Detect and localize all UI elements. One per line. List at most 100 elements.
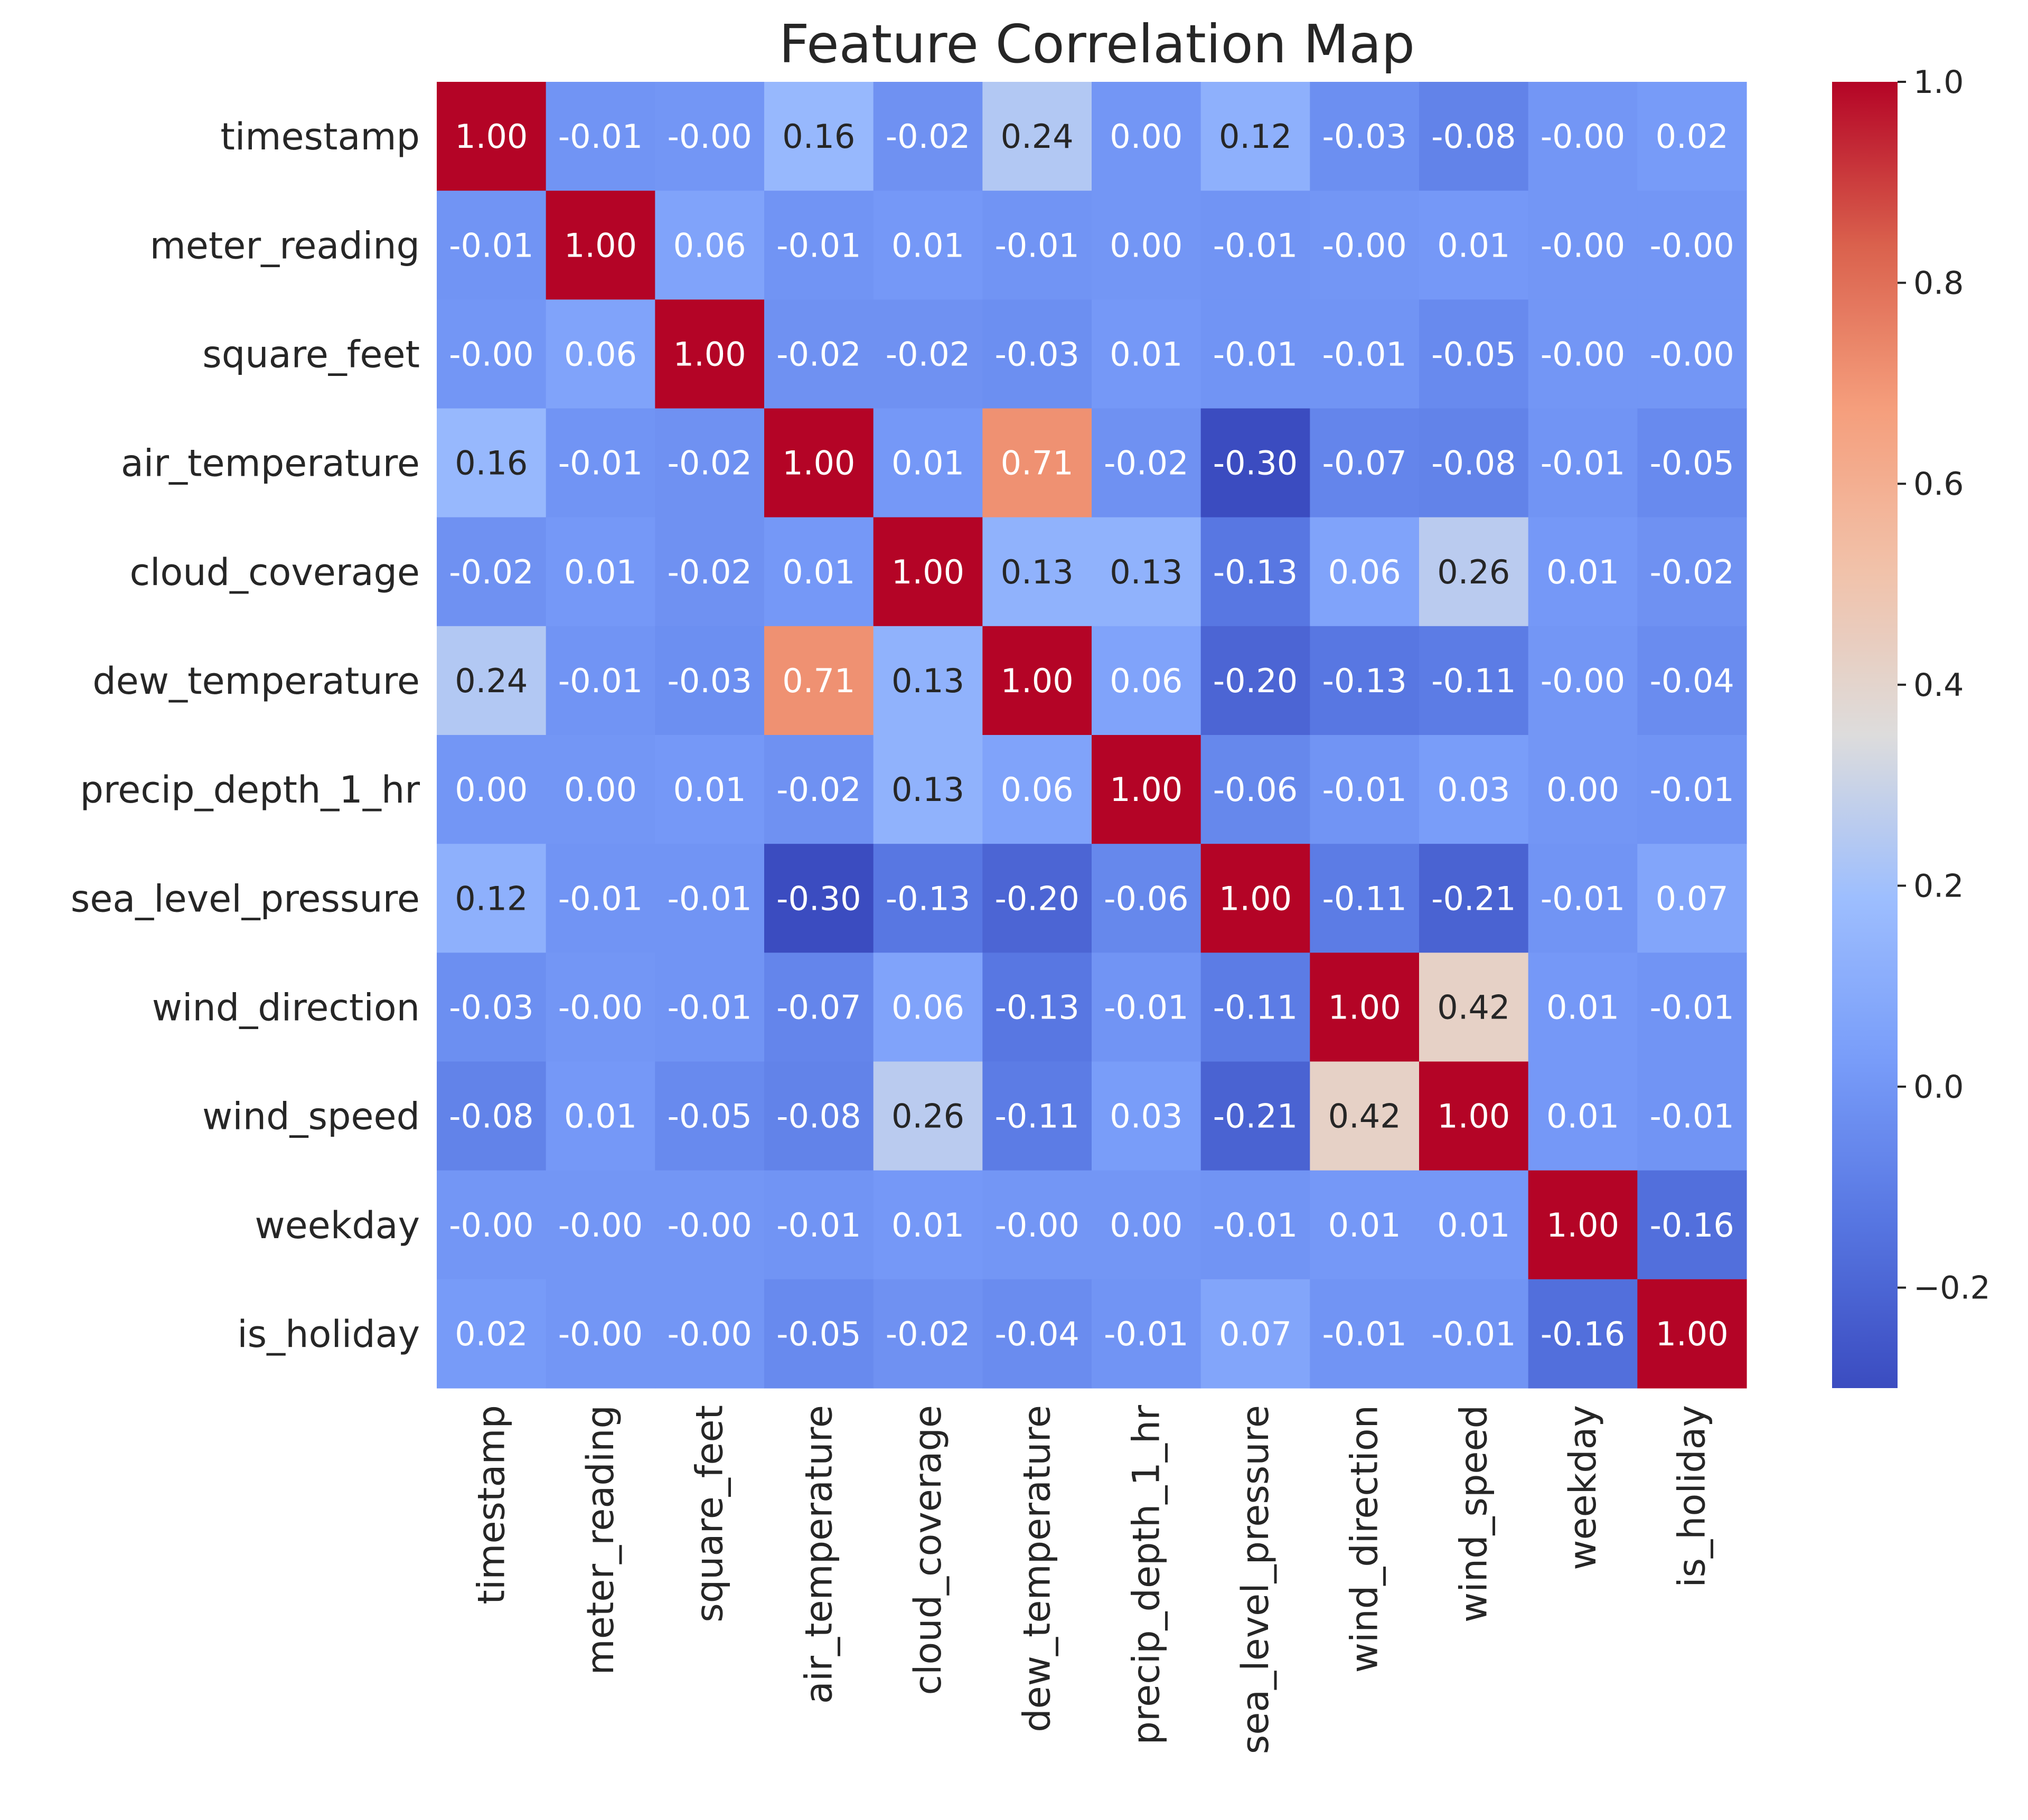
cell-value-label: -0.01: [1649, 770, 1734, 809]
cell-value-label: -0.08: [449, 1097, 533, 1136]
heatmap-cell: [437, 953, 547, 1062]
heatmap-cell: [655, 517, 765, 627]
cell-value-label: 1.00: [1110, 770, 1182, 809]
heatmap-cell: [1419, 1170, 1529, 1280]
cell-value-label: 0.01: [891, 444, 964, 483]
cell-value-label: -0.01: [994, 226, 1079, 265]
colorbar: −0.2 0.0 0.2 0.4 0.6 0.8 1.0: [1832, 64, 1991, 1388]
cell-value-label: -0.02: [776, 770, 861, 809]
heatmap-cell: [1092, 1279, 1201, 1389]
heatmap-cell: [437, 1170, 547, 1280]
cell-value-label: -0.05: [1431, 335, 1516, 373]
heatmap-cell: [655, 1279, 765, 1389]
heatmap-cell: [873, 408, 983, 518]
cell-value-label: -0.20: [1213, 662, 1298, 700]
heatmap-cell: [1528, 1061, 1638, 1171]
heatmap-cell: [437, 1279, 547, 1389]
heatmap-cell: [1637, 191, 1747, 300]
heatmap-cell: [1637, 517, 1747, 627]
cell-value-label: -0.00: [1541, 226, 1625, 265]
cell-value-label: -0.13: [1213, 553, 1298, 591]
cell-value-label: 0.06: [1328, 553, 1401, 591]
heatmap-cell: [546, 953, 655, 1062]
cell-value-label: 0.01: [1546, 553, 1619, 591]
cell-value-label: 0.06: [891, 988, 964, 1026]
heatmap-cell: [764, 1279, 874, 1389]
heatmap-cell: [1637, 299, 1747, 409]
cell-value-label: 0.01: [1437, 1206, 1510, 1244]
colorbar-tick-label: 0.4: [1913, 667, 1964, 704]
heatmap-cell: [1528, 844, 1638, 953]
cell-value-label: 0.07: [1219, 1315, 1292, 1353]
cell-value-label: -0.02: [667, 553, 752, 591]
heatmap-cell: [1419, 626, 1529, 735]
cell-value-label: -0.00: [1541, 117, 1625, 156]
heatmap-cell: [546, 844, 655, 953]
heatmap-cell: [873, 1061, 983, 1171]
y-tick-label: dew_temperature: [92, 659, 420, 703]
heatmap-cell: [1310, 1061, 1420, 1171]
cell-value-label: -0.13: [1322, 662, 1406, 700]
cell-value-label: 0.12: [1219, 117, 1292, 156]
heatmap-cell: [655, 735, 765, 844]
cell-value-label: -0.07: [1322, 444, 1406, 483]
heatmap-cell: [1200, 626, 1310, 735]
x-tick-label: timestamp: [470, 1405, 513, 1605]
cell-value-label: -0.13: [994, 988, 1079, 1026]
cell-value-label: -0.02: [1104, 444, 1188, 483]
heatmap-cell: [764, 735, 874, 844]
cell-value-label: -0.00: [994, 1206, 1079, 1244]
heatmap-cell: [655, 408, 765, 518]
x-tick-label: wind_speed: [1452, 1405, 1495, 1623]
cell-value-label: -0.01: [1322, 770, 1406, 809]
colorbar-gradient: [1832, 82, 1898, 1388]
heatmap-cell: [1092, 82, 1201, 191]
heatmap-cell: [873, 953, 983, 1062]
x-tick-label: wind_direction: [1343, 1405, 1386, 1673]
cell-value-label: 0.01: [1328, 1206, 1401, 1244]
x-tick-label: dew_temperature: [1016, 1405, 1059, 1732]
cell-value-label: -0.02: [1649, 553, 1734, 591]
cell-value-label: -0.00: [667, 1315, 752, 1353]
heatmap-cell: [1310, 844, 1420, 953]
heatmap-cell: [1200, 953, 1310, 1062]
cell-value-label: -0.01: [1104, 1315, 1188, 1353]
cell-value-label: 0.01: [1546, 988, 1619, 1026]
cell-value-label: -0.02: [449, 553, 533, 591]
cell-value-label: -0.01: [558, 444, 643, 483]
heatmap-cell: [1200, 1061, 1310, 1171]
heatmap-cell: [1419, 82, 1529, 191]
cell-value-label: 0.01: [1110, 335, 1182, 373]
heatmap-cell: [1092, 517, 1201, 627]
cell-value-label: 0.42: [1437, 988, 1510, 1026]
heatmap-cell: [437, 299, 547, 409]
heatmap-cell: [764, 191, 874, 300]
y-tick-label: wind_direction: [152, 986, 420, 1029]
cell-value-label: 0.26: [1437, 553, 1510, 591]
cell-value-label: -0.02: [886, 1315, 970, 1353]
heatmap-cell: [437, 626, 547, 735]
cell-value-label: 0.03: [1437, 770, 1510, 809]
cell-value-label: -0.08: [776, 1097, 861, 1136]
cell-value-label: 1.00: [1328, 988, 1401, 1026]
cell-value-label: -0.16: [1541, 1315, 1625, 1353]
heatmap-cell: [1200, 1170, 1310, 1280]
heatmap-cell: [1528, 1170, 1638, 1280]
heatmap-cell: [655, 191, 765, 300]
heatmap-cell: [1200, 408, 1310, 518]
heatmap-cell: [546, 299, 655, 409]
heatmap-cell: [764, 299, 874, 409]
heatmap-cell: [1092, 953, 1201, 1062]
heatmap-cell: [1637, 1279, 1747, 1389]
heatmap-cell: [1310, 517, 1420, 627]
heatmap-cell: [764, 626, 874, 735]
cell-value-label: -0.01: [558, 117, 643, 156]
heatmap-cell: [873, 517, 983, 627]
cell-value-label: -0.01: [1213, 1206, 1298, 1244]
heatmap-cell: [1528, 517, 1638, 627]
heatmap-cell: [1419, 408, 1529, 518]
heatmap-cell: [1528, 735, 1638, 844]
cell-value-label: -0.01: [776, 1206, 861, 1244]
cell-value-label: -0.21: [1431, 879, 1516, 918]
cell-value-label: 1.00: [1219, 879, 1292, 918]
